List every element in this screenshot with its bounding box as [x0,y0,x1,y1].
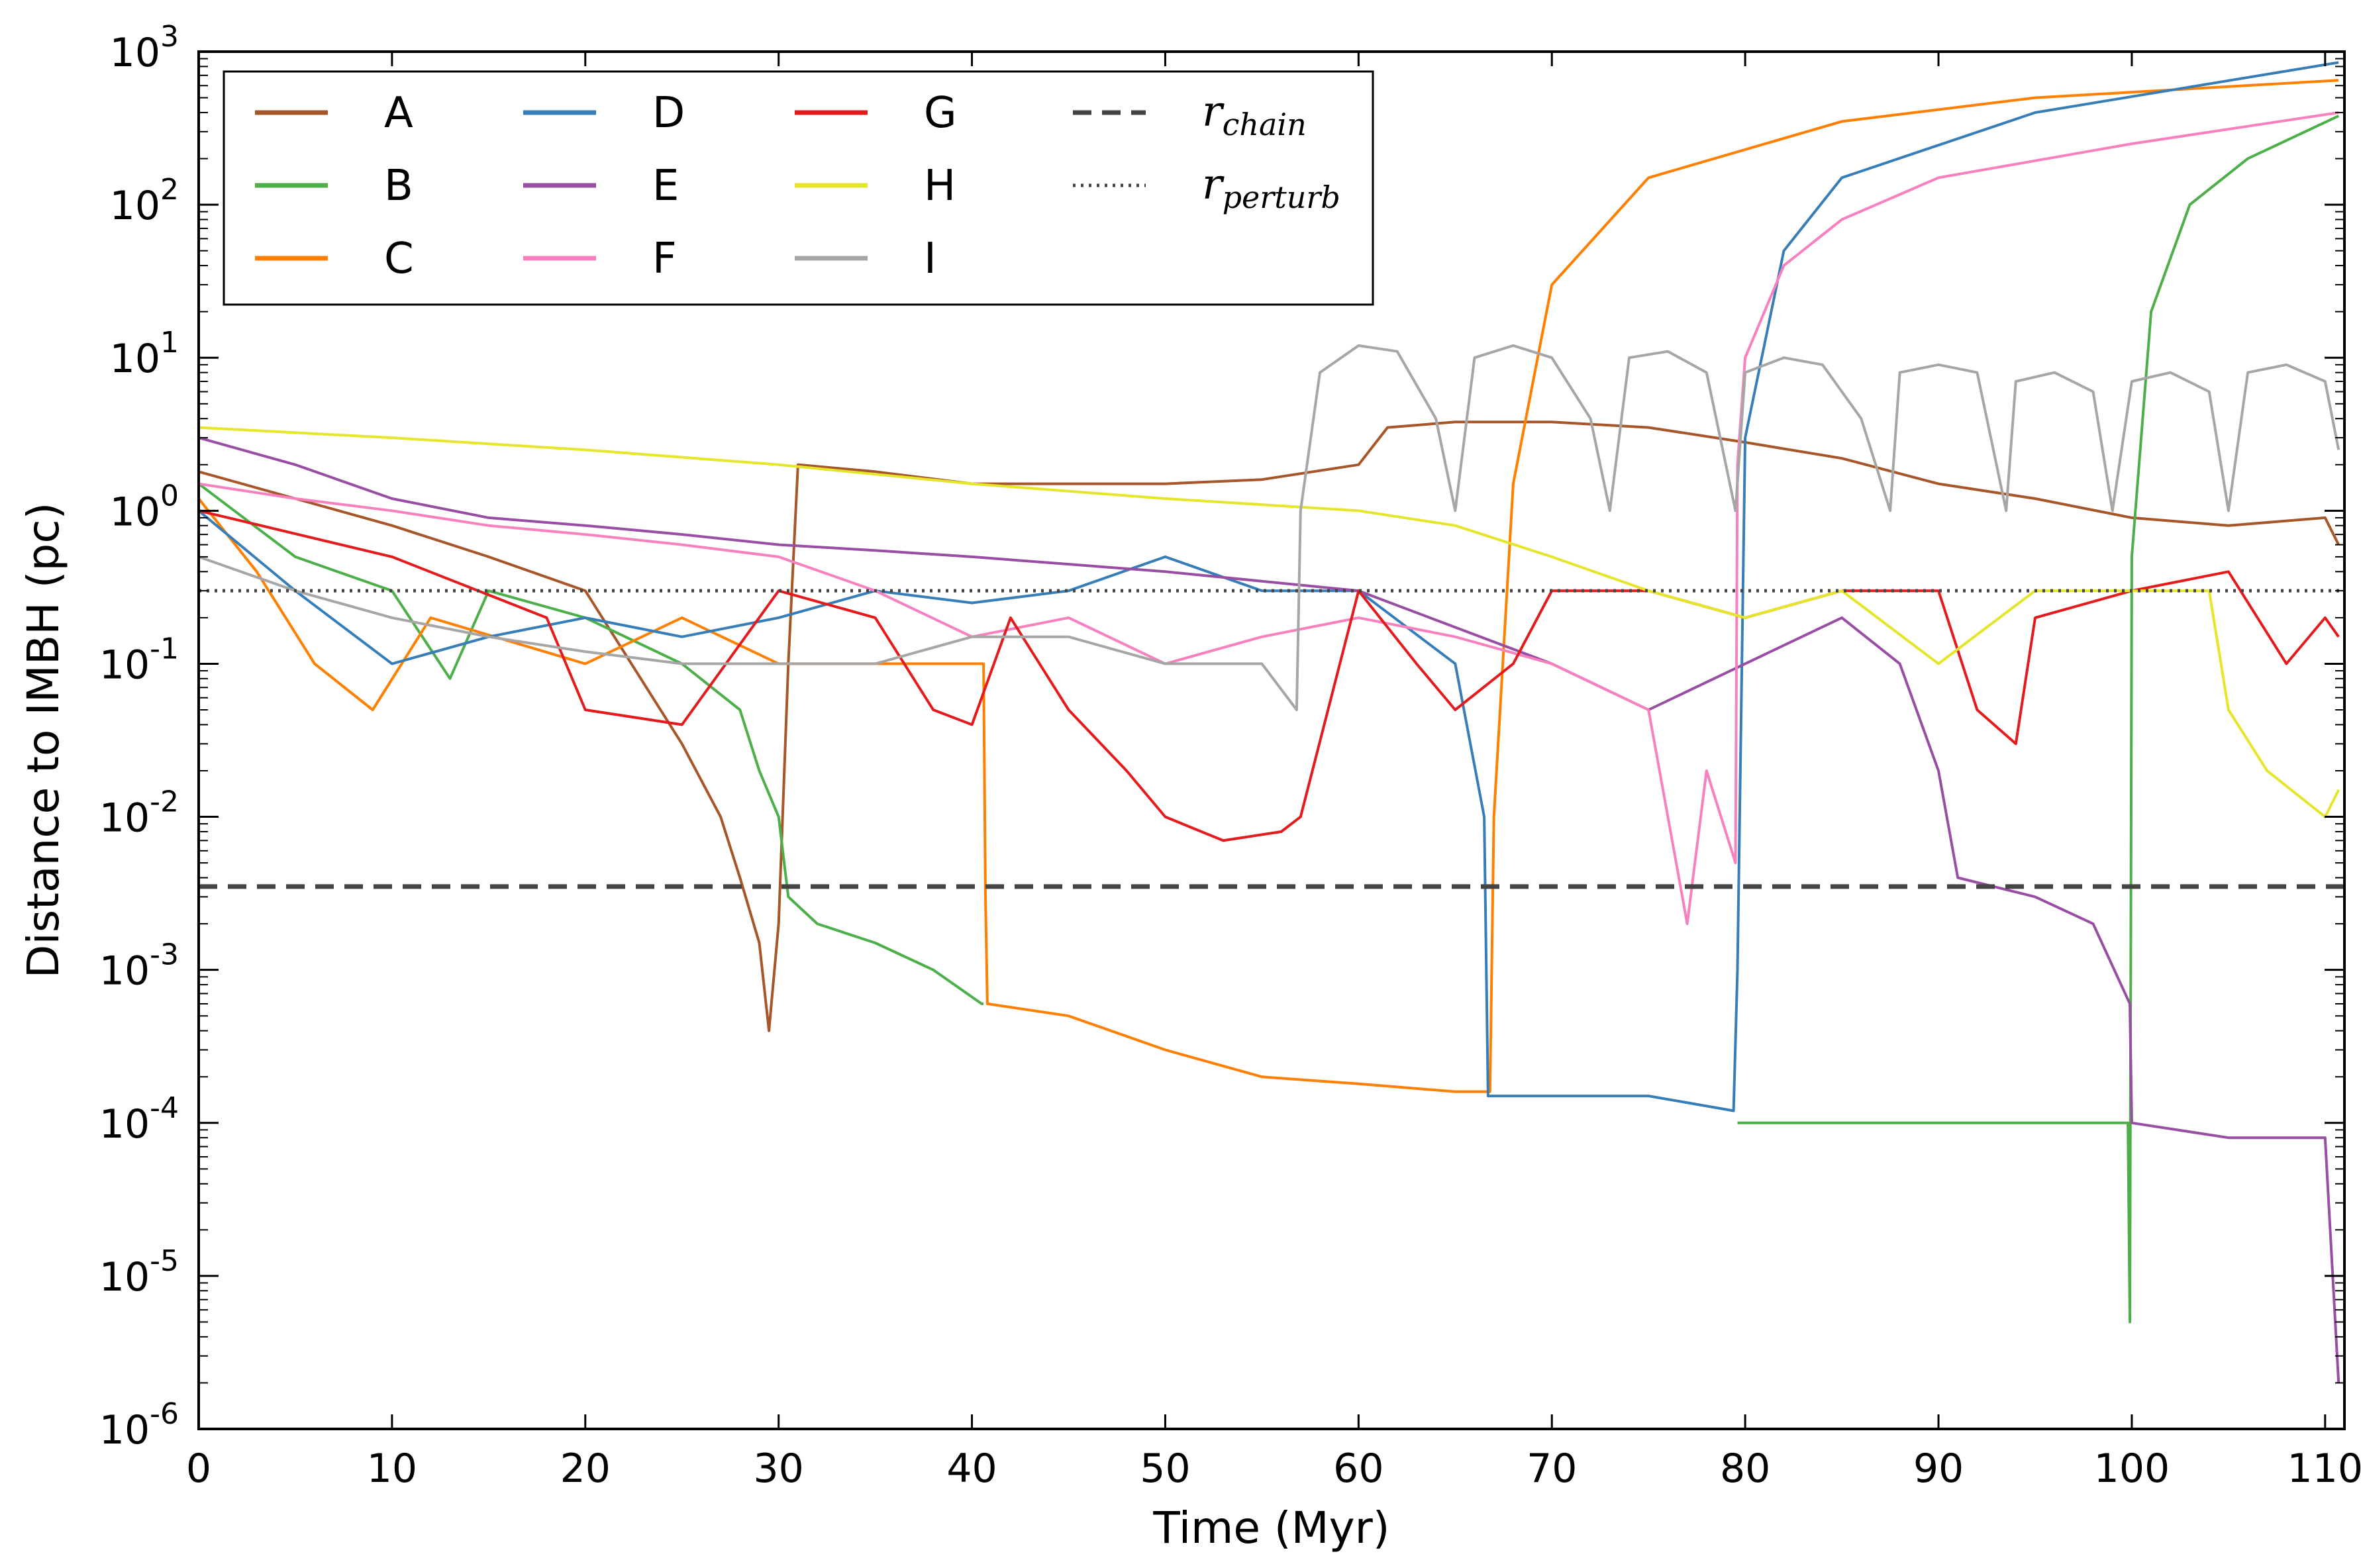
legend-label-h: H [924,162,956,211]
series-layer [199,61,2340,1383]
x-tick-label: 110 [2287,1446,2361,1492]
y-tick-label: 10-4 [99,1091,179,1148]
legend-label-perturb: rperturb [1202,160,1340,215]
legend-label-d: D [652,89,685,138]
legend-label-f: F [652,234,677,283]
x-tick-label: 40 [946,1446,997,1492]
y-tick-label: 10-1 [99,632,179,688]
legend-label-i: I [924,234,936,283]
x-tick-label: 70 [1527,1446,1577,1492]
reference-lines [199,589,2344,889]
x-tick-label: 90 [1913,1446,1964,1492]
series-line-c [199,79,2339,1093]
series-line-i [199,344,2340,711]
plot-frame [197,50,2346,1430]
legend-label-a: A [384,89,413,138]
x-tick-label: 30 [753,1446,803,1492]
x-tick-label: 50 [1140,1446,1190,1492]
legend-label-c: C [384,234,414,283]
legend-label-b: B [384,162,413,211]
y-axis: 10-6 10-5 10-4 10-3 10-2 10-1 100 101 102 103 [99,20,2344,1453]
legend-label-chain: rchain [1202,87,1307,142]
y-axis-label: Distance to IMBH (pc) [18,503,69,979]
x-tick-label: 0 [186,1446,211,1492]
y-tick-label: 101 [110,326,179,382]
x-tick-label: 80 [1720,1446,1770,1492]
series-line-b2 [1737,115,2340,1324]
legend-label-g: G [924,89,957,138]
x-tick-label: 10 [367,1446,417,1492]
x-tick-label: 60 [1333,1446,1383,1492]
y-tick-label: 102 [110,173,179,229]
y-tick-label: 10-2 [99,785,179,842]
x-axis-label: Time (Myr) [1152,1502,1389,1553]
x-tick-label: 100 [2094,1446,2170,1492]
x-axis: 0 10 20 30 40 50 60 70 80 90 100 110 [186,52,2361,1492]
y-tick-label: 103 [110,20,179,76]
y-tick-label: 10-3 [99,938,179,995]
y-tick-label: 100 [110,479,179,535]
y-tick-label: 10-6 [99,1397,179,1453]
x-tick-label: 20 [560,1446,611,1492]
series-line-e [199,436,2340,1383]
y-tick-label: 10-5 [99,1244,179,1300]
series-line-h [199,426,2340,818]
series-line-a [199,420,2340,1032]
series-line-f [199,111,2339,926]
series-line-b [199,483,984,1005]
series-line-g [199,509,2340,842]
legend-label-e: E [652,162,679,211]
